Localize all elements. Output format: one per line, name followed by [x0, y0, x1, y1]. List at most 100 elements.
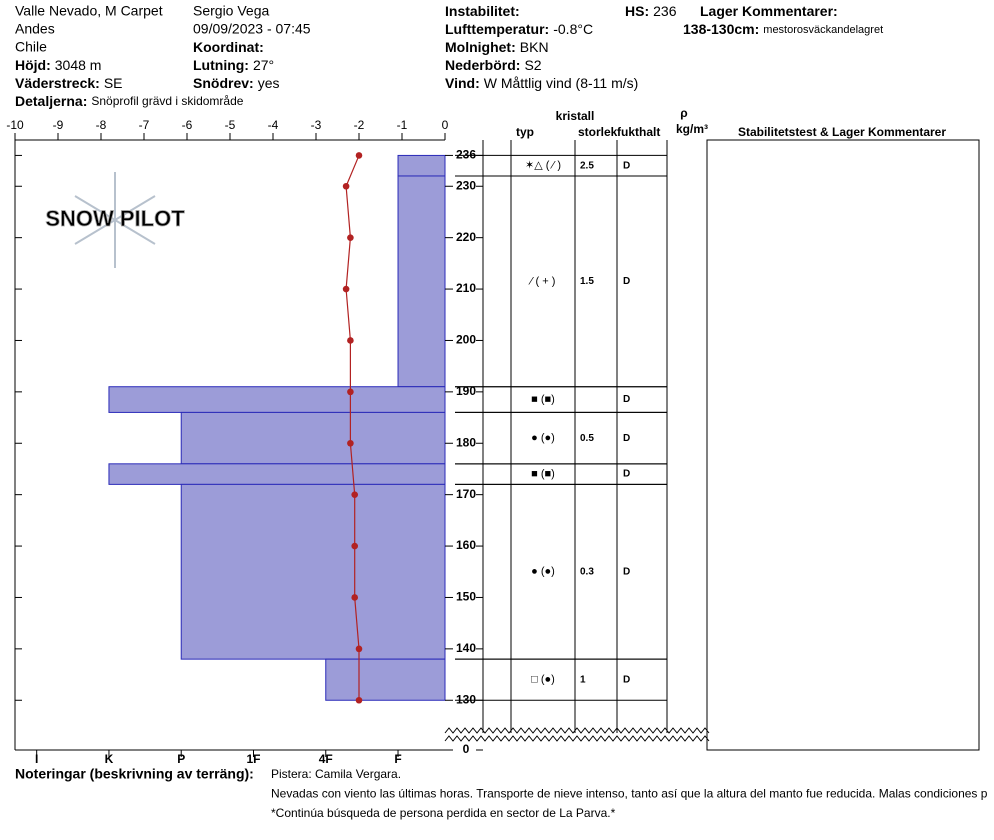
header-label: Koordinat: [193, 39, 264, 55]
x-tick-label: -4 [268, 118, 279, 132]
y-tick-label: 230 [456, 178, 476, 192]
moisture: D [623, 433, 630, 444]
x-tick-label: -3 [311, 118, 322, 132]
header-label: Detaljerna: [15, 93, 87, 109]
x-tick-label: -5 [225, 118, 236, 132]
header-label: Molnighet: [445, 39, 516, 55]
note-line: Nevadas con viento las últimas horas. Tr… [271, 787, 988, 801]
table-header: typ [516, 125, 534, 139]
hardness-tick-label: K [105, 752, 114, 766]
temperature-line [345, 155, 360, 701]
moisture: D [623, 160, 630, 171]
comments-box [706, 139, 980, 751]
grain-type: ● (●) [531, 432, 555, 444]
notes-label: Noteringar (beskrivning av terräng): [15, 766, 254, 782]
grain-size: 0.3 [580, 566, 594, 577]
grain-size: 1.5 [580, 276, 594, 287]
hardness-bar [397, 154, 446, 177]
header-label: Nederbörd: [445, 57, 520, 73]
table-header: storlek [578, 125, 618, 139]
grain-size: 0.5 [580, 433, 594, 444]
header-layer-comment: 138-130cm: mestorosväckandelagret [683, 21, 883, 37]
temperature-point [347, 388, 354, 396]
hardness-bar [325, 658, 446, 701]
x-tick-label: -6 [182, 118, 193, 132]
note-line: Pistera: Camila Vergara. [271, 767, 401, 781]
header-value: yes [258, 75, 280, 91]
x-tick-label: -1 [397, 118, 408, 132]
moisture: D [623, 394, 630, 405]
header-label: Höjd: [15, 57, 51, 73]
x-tick-label: -2 [354, 118, 365, 132]
hardness-bar [180, 411, 446, 465]
grain-size: 1 [580, 674, 586, 685]
temperature-point [351, 594, 359, 601]
header-sky: Molnighet: BKN [445, 39, 549, 55]
x-tick-label: 0 [442, 118, 449, 132]
y-tick-label: 0 [463, 742, 470, 756]
y-tick-label: 140 [456, 641, 476, 655]
hardness-bar [108, 463, 446, 485]
y-tick-label: 220 [456, 230, 476, 244]
y-tick-label: 236 [456, 148, 476, 162]
header-label: Lutning: [193, 57, 249, 73]
y-tick-label: 130 [456, 692, 476, 706]
grain-type: ■ (■) [531, 468, 555, 480]
header-value: 236 [653, 3, 677, 19]
header-air-temp: Lufttemperatur: -0.8°C [445, 21, 593, 37]
moisture: D [623, 566, 630, 577]
header-details: Detaljerna: Snöprofil grävd i skidområde [15, 93, 244, 109]
table-header: Stabilitetstest & Lager Kommentarer [738, 125, 946, 139]
y-tick-label: 190 [456, 384, 476, 398]
y-tick-label: 210 [456, 281, 476, 295]
header-elevation: Höjd: 3048 m [15, 57, 101, 73]
header-wind: Vind: W Måttlig vind (8-11 m/s) [445, 75, 638, 91]
table-header: kristall [556, 109, 595, 123]
hardness-tick-label: I [35, 752, 38, 766]
grain-type: ■ (■) [531, 393, 555, 405]
grain-type: ✶△ ( ⁄ ) [525, 160, 561, 172]
grain-type: □ (●) [531, 674, 555, 686]
header-value: mestorosväckandelagret [763, 24, 883, 36]
grain-type: ⁄ ( + ) [528, 275, 556, 287]
axis-break [444, 727, 710, 742]
temperature-point [351, 491, 359, 498]
hardness-tick-label: P [177, 752, 185, 766]
header-label: Snödrev: [193, 75, 254, 91]
hardness-bar [180, 483, 446, 660]
moisture: D [623, 276, 630, 287]
temperature-point [351, 542, 359, 550]
logo [74, 172, 156, 268]
y-tick-label: 160 [456, 538, 476, 552]
temperature-point [342, 182, 350, 190]
hardness-bar [397, 175, 446, 388]
hardness-tick-label: F [394, 752, 401, 766]
temperature-point [355, 696, 363, 704]
header-aspect: Väderstreck: SE [15, 75, 123, 91]
header-label: Lager Kommentarer: [700, 3, 838, 19]
moisture: D [623, 469, 630, 480]
temperature-point [342, 285, 350, 293]
grain-size: 2.5 [580, 160, 594, 171]
header-label: HS: [625, 3, 649, 19]
header-range: Andes [15, 21, 55, 37]
temperature-point [347, 234, 354, 241]
header-value: W Måttlig vind (8-11 m/s) [484, 75, 639, 91]
y-tick-label: 150 [456, 590, 476, 604]
y-tick-label: 200 [456, 333, 476, 347]
hardness-tick-label: 4F [319, 752, 333, 766]
hardness-tick-label: 1F [246, 752, 260, 766]
header-label: Vind: [445, 75, 480, 91]
x-tick-label: -7 [139, 118, 150, 132]
header-slope: Lutning: 27° [193, 57, 274, 73]
temperature-point [355, 645, 363, 653]
header-precip: Nederbörd: S2 [445, 57, 542, 73]
header-datetime: 09/09/2023 - 07:45 [193, 21, 311, 37]
x-tick-label: -10 [6, 118, 24, 132]
logo-flake [74, 195, 156, 245]
header-label: Väderstreck: [15, 75, 100, 91]
header-country: Chile [15, 39, 47, 55]
table-header: ρ [680, 106, 687, 120]
logo-text: SNOW PILOT [45, 206, 185, 231]
temperature-point [347, 439, 354, 447]
